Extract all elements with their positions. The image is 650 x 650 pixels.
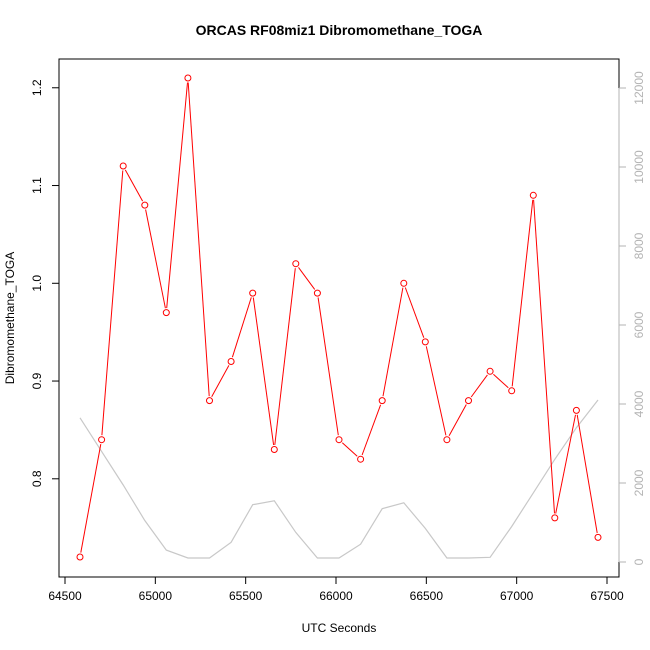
data-point: [378, 397, 386, 405]
y-tick-label: 0.8: [30, 470, 44, 487]
data-point: [572, 406, 580, 414]
x-axis: 64500 65000 65500 66000 66500 67000 67500: [48, 576, 624, 603]
x-tick-label: 66500: [410, 589, 444, 603]
series-right-axis: [79, 399, 599, 559]
chart-title: ORCAS RF08miz1 Dibromomethane_TOGA: [196, 22, 483, 38]
series-segment: [274, 268, 296, 446]
plot-area: [58, 58, 620, 578]
series-left-axis: [76, 74, 602, 561]
data-point: [270, 446, 278, 453]
data-point: [400, 279, 408, 287]
series-segment: [404, 287, 425, 338]
x-tick-label: 67000: [500, 589, 534, 603]
plot-frame: [58, 58, 620, 578]
series-segment: [187, 82, 210, 397]
series-segment: [231, 297, 252, 358]
series-segment: [493, 373, 509, 389]
data-point: [421, 338, 429, 346]
series-segment: [211, 365, 230, 397]
series-segment: [425, 346, 447, 436]
series-segment: [341, 442, 358, 457]
data-point: [206, 397, 213, 405]
y2-tick-label: 12000: [632, 71, 646, 105]
series-segment: [470, 374, 488, 398]
data-point: [529, 191, 537, 199]
series-segment: [576, 414, 598, 534]
x-tick-label: 66000: [319, 589, 353, 603]
y-tick-label: 1.0: [30, 275, 44, 292]
x-tick-label: 65500: [229, 589, 263, 603]
x-axis-label: UTC Seconds: [302, 621, 377, 635]
data-point: [141, 201, 149, 209]
data-point: [98, 436, 106, 444]
series-segment: [298, 267, 316, 290]
data-point: [443, 436, 451, 444]
series-segment: [382, 287, 404, 397]
data-point: [76, 553, 84, 561]
data-point: [162, 309, 170, 317]
series-segment: [252, 297, 275, 446]
series-segment: [448, 404, 467, 437]
data-point: [184, 74, 192, 82]
y-tick-label: 1.1: [30, 177, 44, 194]
series-segment: [124, 169, 144, 202]
data-point: [594, 533, 602, 541]
y-tick-label: 0.9: [30, 372, 44, 389]
data-point: [508, 387, 516, 395]
data-point: [227, 358, 235, 365]
x-tick-label: 65000: [139, 589, 173, 603]
y-axis-right: 0 2000 4000 6000 8000 10000 12000: [618, 71, 646, 565]
x-tick-label: 64500: [48, 589, 82, 603]
data-point: [465, 397, 472, 405]
data-point: [313, 289, 321, 297]
y2-tick-label: 10000: [632, 150, 646, 184]
data-point: [119, 162, 127, 170]
series-line-right: [79, 399, 599, 559]
y2-tick-label: 2000: [632, 469, 646, 496]
x-tick-label: 67500: [590, 589, 624, 603]
series-segment: [511, 199, 534, 387]
series-segment: [166, 82, 188, 309]
y2-tick-label: 6000: [632, 311, 646, 338]
data-point: [551, 514, 559, 522]
y2-tick-label: 8000: [632, 232, 646, 259]
series-segment: [145, 209, 166, 309]
y2-tick-label: 0: [632, 558, 646, 565]
series-segment: [533, 199, 555, 514]
series-segment: [555, 414, 576, 514]
y-tick-label: 1.2: [30, 79, 44, 96]
data-point: [335, 436, 343, 444]
series-segment: [317, 297, 339, 436]
y-axis-label: Dibromomethane_TOGA: [3, 252, 17, 385]
data-point: [357, 455, 365, 463]
series-segment: [80, 444, 102, 553]
series-segment: [101, 170, 124, 436]
y2-tick-label: 4000: [632, 390, 646, 417]
series-segment: [361, 404, 382, 456]
data-point: [486, 367, 494, 375]
data-point: [249, 289, 257, 297]
data-point: [292, 260, 300, 268]
y-axis-left: 0.8 0.9 1.0 1.1 1.2: [30, 79, 60, 487]
